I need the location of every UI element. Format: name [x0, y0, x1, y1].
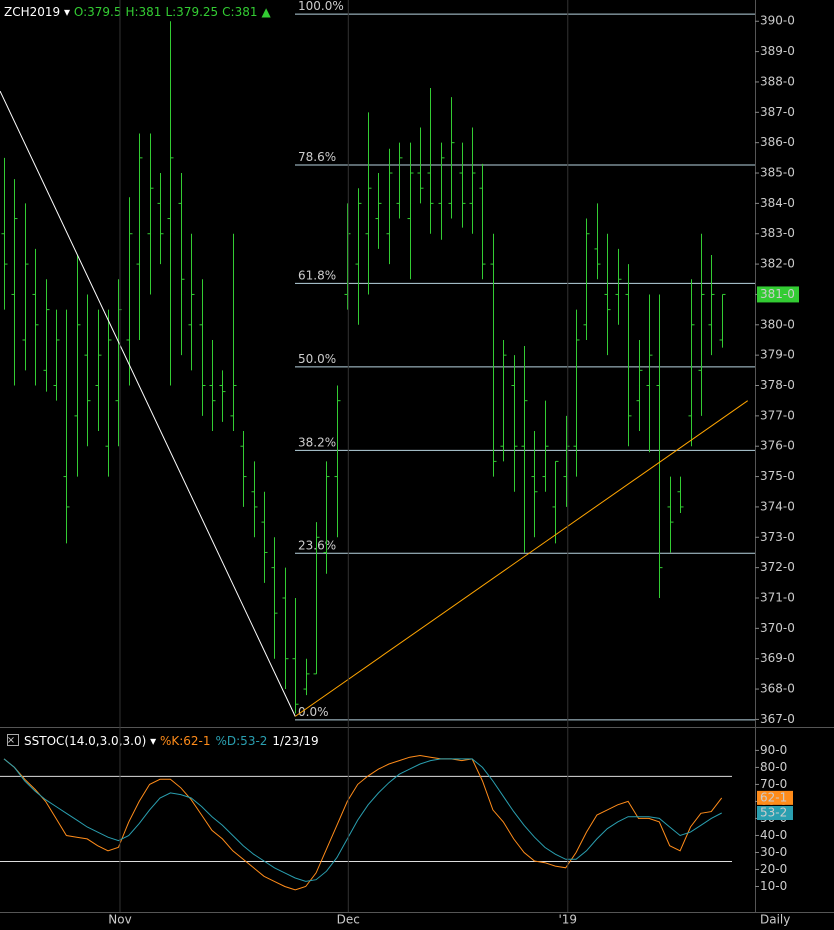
low-field: L:379.25 [165, 5, 218, 19]
y-tick-label: 380-0 [760, 317, 795, 331]
last-price-label: 381-0 [760, 287, 795, 301]
series-line [3, 754, 723, 891]
header: ZCH2019 ▾ O:379.5 H:381 L:379.25 C:381 ▲ [4, 5, 272, 19]
stoch-pane: 10-020-030-040-050-060-070-080-090-0NovD… [0, 743, 793, 927]
y-tick-label: 373-0 [760, 530, 795, 544]
y-tick-label: 370-0 [760, 621, 795, 635]
stoch-header: SSTOC(14.0,3.0,3.0) ▾ %K:62-1 %D:53-2 1/23… [24, 734, 319, 748]
checkbox-mark: × [7, 735, 15, 746]
y-tick-label: 374-0 [760, 499, 795, 513]
y-tick-label: 371-0 [760, 590, 795, 604]
close-field: C:381 [222, 5, 257, 19]
fib-label: 38.2% [298, 435, 336, 449]
period-label: Daily [760, 913, 790, 927]
y-tick-label: 384-0 [760, 196, 795, 210]
fib-label: 50.0% [298, 352, 336, 366]
price-pane: 367-0 368-0 369-0 370-0 371-0 372-0 373-0 374-0… [0, 0, 799, 726]
k-legend: %K:62-1 [160, 734, 211, 748]
y-tick-label: 80-0 [760, 760, 787, 774]
fib-label: 0.0% [298, 705, 329, 719]
d-legend: %D:53-2 [216, 734, 268, 748]
y-tick-label: 10-0 [760, 879, 787, 893]
last-price-box [757, 286, 799, 303]
y-tick-label: 90-0 [760, 743, 787, 757]
fib-label: 61.8% [298, 268, 336, 282]
y-tick-label: 386-0 [760, 135, 795, 149]
up-arrow: ▲ [262, 5, 272, 19]
open-field: O:379.5 [74, 5, 122, 19]
y-tick-label: 40-0 [760, 828, 787, 842]
y-tick-label: 369-0 [760, 651, 795, 665]
checkbox[interactable] [7, 734, 19, 746]
y-tick-label: 378-0 [760, 378, 795, 392]
dropdown-icon[interactable]: ▾ [146, 734, 160, 748]
y-tick-label: 30-0 [760, 845, 787, 859]
trendline [294, 400, 749, 717]
y-tick-label: 372-0 [760, 560, 795, 574]
y-tick-label: 367-0 [760, 712, 795, 726]
y-tick-label: 387-0 [760, 105, 795, 119]
y-tick-label: 389-0 [760, 44, 795, 58]
symbol: ZCH2019 [4, 5, 60, 19]
y-tick-label: 388-0 [760, 74, 795, 88]
last-value-label: 53-2 [760, 806, 787, 820]
fib-label: 100.0% [298, 0, 344, 13]
fib-label: 78.6% [298, 150, 336, 164]
date: 1/23/19 [272, 734, 318, 748]
y-tick-label: 383-0 [760, 226, 795, 240]
last-value-label: 62-1 [760, 790, 787, 804]
y-tick-label: 20-0 [760, 862, 787, 876]
y-tick-label: 368-0 [760, 682, 795, 696]
dropdown-icon[interactable]: ▾ [60, 5, 74, 19]
x-tick-label: Nov [108, 913, 131, 927]
y-tick-label: 375-0 [760, 469, 795, 483]
last-value-box [757, 790, 793, 805]
last-value-box [757, 806, 793, 821]
trendline [0, 90, 296, 717]
y-tick-label: 377-0 [760, 408, 795, 422]
y-tick-label: 379-0 [760, 348, 795, 362]
stoch-title: SSTOC(14.0,3.0,3.0) [24, 734, 146, 748]
y-tick-label: 70-0 [760, 777, 787, 791]
series-line [3, 758, 722, 882]
x-tick-label: Dec [337, 913, 360, 927]
y-tick-label: 376-0 [760, 439, 795, 453]
x-tick-label: '19 [558, 913, 577, 927]
high-field: H:381 [125, 5, 161, 19]
y-tick-label: 382-0 [760, 257, 795, 271]
y-tick-label: 385-0 [760, 166, 795, 180]
fib-label: 23.6% [298, 538, 336, 552]
y-tick-label: 390-0 [760, 14, 795, 28]
